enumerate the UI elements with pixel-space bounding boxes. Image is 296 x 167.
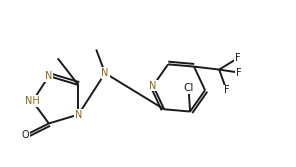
Text: NH: NH	[25, 96, 40, 106]
Text: F: F	[236, 67, 241, 77]
Text: F: F	[224, 85, 229, 95]
Text: Cl: Cl	[184, 84, 194, 94]
Text: N: N	[75, 110, 82, 120]
Text: N: N	[45, 71, 52, 81]
Text: N: N	[102, 68, 109, 78]
Text: F: F	[235, 53, 240, 63]
Text: O: O	[21, 130, 29, 140]
Text: N: N	[149, 81, 157, 91]
